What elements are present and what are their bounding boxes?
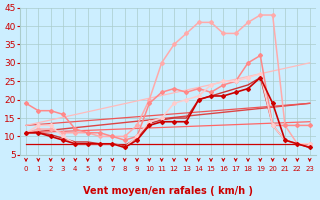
X-axis label: Vent moyen/en rafales ( km/h ): Vent moyen/en rafales ( km/h ) — [83, 186, 253, 196]
